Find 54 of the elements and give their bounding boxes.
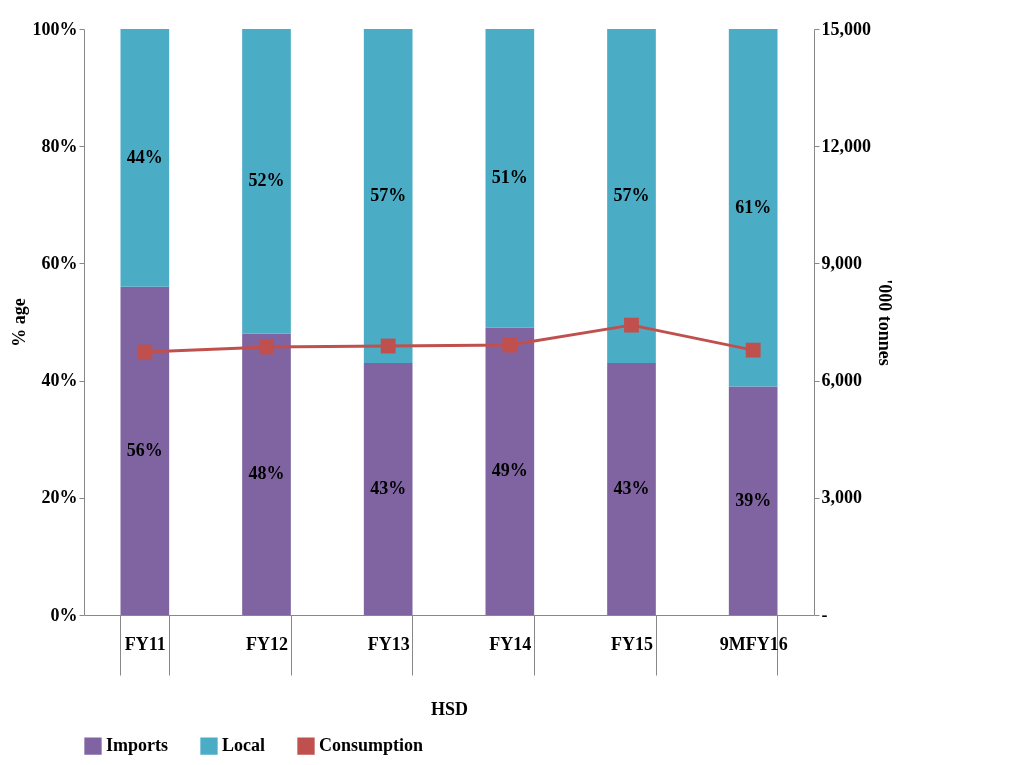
bar: [485, 327, 535, 615]
point: [380, 338, 396, 354]
bar: [485, 29, 535, 328]
data-label: 61%: [735, 196, 772, 217]
bar: [363, 363, 413, 615]
y2-tick-label: 6,000: [821, 370, 862, 391]
y-tick-label: 40%: [41, 370, 78, 391]
x-tick-label: FY15: [611, 633, 653, 654]
data-label: 44%: [126, 146, 163, 167]
bar: [607, 363, 656, 615]
data-label: 57%: [613, 185, 650, 206]
bar: [363, 29, 413, 364]
bar: [607, 29, 656, 364]
data-label: 43%: [370, 478, 407, 499]
bar: [120, 29, 170, 287]
point: [502, 337, 518, 353]
data-label: 43%: [613, 478, 650, 499]
point: [745, 342, 761, 358]
bar: [242, 333, 291, 615]
data-label: 39%: [735, 489, 772, 510]
bar: [120, 286, 170, 615]
bar: [728, 29, 778, 387]
point: [137, 344, 153, 360]
y-axis-title: % age: [8, 298, 29, 347]
bar: [728, 386, 778, 615]
x-tick-label: FY12: [246, 633, 288, 654]
x-tick-label: 9MFY16: [719, 633, 788, 654]
bar: [242, 29, 291, 334]
y2-tick-label: 9,000: [821, 252, 862, 273]
y2-tick-label: 3,000: [821, 487, 862, 508]
point: [624, 317, 639, 333]
y2-tick-label: 15,000: [821, 18, 871, 39]
y2-tick-label: -: [821, 604, 828, 625]
x-tick-label: FY14: [489, 633, 532, 654]
y2-axis-title: '000 tonnes: [875, 279, 895, 366]
data-label: 56%: [126, 439, 163, 460]
data-label: 51%: [491, 167, 528, 188]
legend-label: Local: [222, 735, 265, 756]
y-tick-label: 80%: [41, 135, 78, 156]
y-tick-label: 0%: [50, 604, 78, 625]
y-tick-label: 20%: [41, 487, 78, 508]
legend-label: Imports: [106, 735, 168, 756]
legend-label: Consumption: [319, 735, 424, 756]
data-label: 49%: [491, 460, 528, 481]
x-axis-title: HSD: [430, 699, 469, 719]
x-tick-label: FY11: [124, 633, 166, 654]
data-label: 52%: [248, 170, 285, 191]
data-label: 48%: [248, 463, 285, 484]
data-label: 57%: [370, 185, 407, 206]
y-tick-label: 60%: [41, 252, 78, 273]
y2-tick-label: 12,000: [821, 135, 871, 156]
y-tick-label: 100%: [32, 18, 78, 39]
point: [259, 339, 274, 355]
x-tick-label: FY13: [367, 633, 410, 654]
